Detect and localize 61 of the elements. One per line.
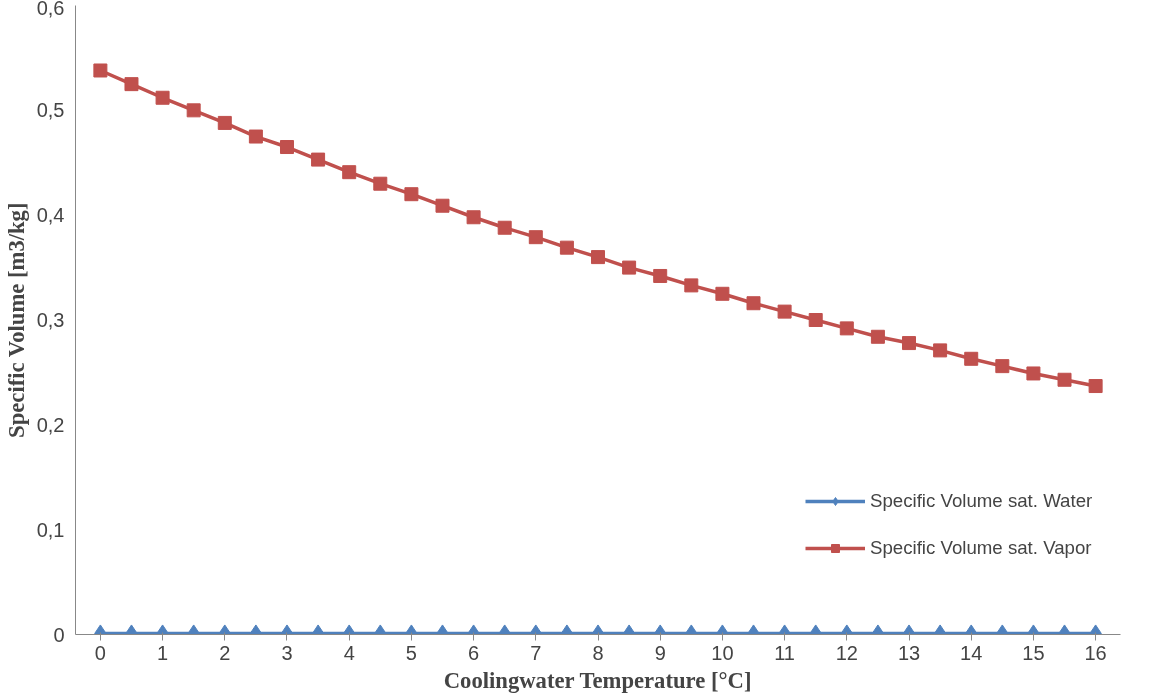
point: [93, 63, 108, 78]
x-tick-label: 5: [405, 641, 417, 664]
y-axis-title: Specific Volume [m3/kg]: [3, 202, 29, 438]
x-axis-title: Coolingwater Temperature [°C]: [443, 667, 752, 693]
point: [746, 296, 761, 311]
x-tick-label: 12: [835, 641, 858, 664]
point: [653, 268, 668, 283]
x-tick-label: 13: [897, 641, 921, 664]
y-tick-label: 0,6: [36, 0, 65, 19]
point: [995, 359, 1010, 374]
point: [1088, 379, 1103, 394]
point: [342, 165, 357, 180]
point: [559, 240, 574, 255]
x-tick-label: 8: [592, 641, 604, 664]
point: [497, 220, 512, 235]
x-tick-label: 3: [281, 641, 293, 664]
point: [777, 304, 792, 319]
y-tick-label: 0,1: [36, 518, 65, 541]
x-tick-label: 9: [654, 641, 666, 664]
x-tick-label: 16: [1084, 641, 1107, 664]
point: [870, 329, 885, 344]
x-tick-label: 11: [774, 641, 795, 664]
point: [715, 286, 730, 301]
x-tick-label: 4: [343, 641, 355, 664]
point: [808, 313, 823, 327]
x-tick-label: 14: [960, 641, 983, 664]
point: [528, 230, 543, 245]
point: [1057, 372, 1072, 387]
x-tick-label: 2: [219, 641, 231, 664]
point: [684, 278, 699, 293]
legend-label: Specific Volume sat. Water: [870, 490, 1093, 512]
point: [435, 198, 450, 213]
x-tick-label: 0: [94, 641, 106, 664]
point: [933, 343, 948, 358]
y-tick-label: 0,5: [36, 99, 65, 122]
legend-label: Specific Volume sat. Vapor: [870, 537, 1092, 559]
point: [217, 115, 232, 130]
y-tick-label: 0,3: [36, 309, 65, 331]
point: [373, 176, 388, 191]
point: [902, 336, 917, 351]
point: [279, 140, 294, 155]
point: [404, 187, 419, 202]
x-tick-label: 1: [157, 641, 169, 664]
point: [124, 77, 139, 92]
y-tick-label: 0,4: [36, 204, 65, 227]
x-tick-label: 7: [530, 641, 542, 664]
y-tick-label: 0: [53, 623, 65, 646]
x-tick-label: 15: [1022, 641, 1045, 664]
point: [964, 351, 979, 366]
point: [248, 129, 263, 144]
point: [622, 260, 637, 275]
point: [155, 90, 170, 105]
point: [839, 321, 854, 336]
y-tick-label: 0,2: [36, 413, 65, 436]
point: [1026, 366, 1041, 381]
x-tick-label: 6: [468, 641, 480, 664]
point: [466, 210, 481, 225]
point: [311, 152, 326, 167]
point: [186, 103, 201, 118]
x-tick-label: 10: [711, 641, 734, 664]
point: [591, 250, 605, 265]
